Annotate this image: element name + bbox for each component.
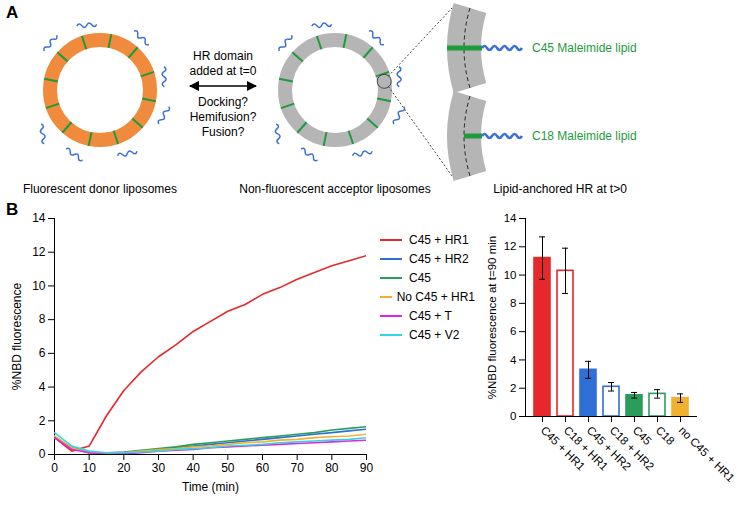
svg-text:6: 6 <box>39 346 46 360</box>
html-text:C45 + HR2: C45 + HR2 <box>409 251 469 266</box>
svg-text:50: 50 <box>221 461 235 475</box>
svg-text:14: 14 <box>504 212 517 224</box>
html-text:C45 + V2: C45 + V2 <box>409 327 460 342</box>
svg-text:10: 10 <box>504 269 517 281</box>
svg-text:C18 + HR2: C18 + HR2 <box>607 424 656 473</box>
html-text:C45 + T: C45 + T <box>409 308 452 323</box>
svg-text:40: 40 <box>186 461 200 475</box>
svg-text:HR domain: HR domain <box>193 49 253 63</box>
svg-text:Fluorescent donor liposomes: Fluorescent donor liposomes <box>23 182 177 196</box>
svg-text:20: 20 <box>117 461 131 475</box>
svg-text:Fusion?: Fusion? <box>202 125 245 139</box>
svg-text:A: A <box>6 3 18 22</box>
svg-text:8: 8 <box>39 312 46 326</box>
svg-text:C18: C18 <box>653 424 676 447</box>
svg-text:Non-fluorescent acceptor lipos: Non-fluorescent acceptor liposomes <box>239 182 430 196</box>
svg-text:4: 4 <box>510 354 517 366</box>
svg-text:60: 60 <box>256 461 270 475</box>
svg-text:0: 0 <box>510 410 516 422</box>
svg-text:80: 80 <box>325 461 339 475</box>
svg-text:Hemifusion?: Hemifusion? <box>190 110 257 124</box>
svg-text:4: 4 <box>39 380 46 394</box>
svg-text:12: 12 <box>504 240 517 252</box>
html-text:B: B <box>6 200 19 219</box>
svg-text:2: 2 <box>510 382 516 394</box>
html-text:C45: C45 <box>409 270 431 285</box>
svg-text:C45 + HR2: C45 + HR2 <box>584 423 634 473</box>
svg-text:90: 90 <box>360 461 374 475</box>
svg-text:12: 12 <box>32 245 46 259</box>
svg-text:10: 10 <box>32 279 46 293</box>
svg-text:C18 + HR1: C18 + HR1 <box>561 423 611 473</box>
svg-text:10: 10 <box>82 461 96 475</box>
svg-text:C45: C45 <box>630 424 653 447</box>
svg-text:C45 + HR1: C45 + HR1 <box>538 423 588 473</box>
svg-text:70: 70 <box>290 461 304 475</box>
svg-text:6: 6 <box>510 325 516 337</box>
html-text:No C45 + HR1: No C45 + HR1 <box>396 289 475 304</box>
svg-text:Docking?: Docking? <box>198 95 248 109</box>
svg-text:C18 Maleimide lipid: C18 Maleimide lipid <box>532 129 637 143</box>
svg-text:%NBD fluorescence: %NBD fluorescence <box>10 282 24 390</box>
svg-text:0: 0 <box>51 461 58 475</box>
svg-text:14: 14 <box>32 211 46 225</box>
svg-text:C45 Maleimide lipid: C45 Maleimide lipid <box>532 41 637 55</box>
svg-text:%NBD fluorescence at t=90 min: %NBD fluorescence at t=90 min <box>486 236 498 399</box>
svg-text:0: 0 <box>39 447 46 461</box>
svg-text:Time (min): Time (min) <box>182 480 239 494</box>
svg-text:30: 30 <box>152 461 166 475</box>
svg-text:2: 2 <box>39 414 46 428</box>
svg-text:8: 8 <box>510 297 516 309</box>
svg-text:no C45 + HR1: no C45 + HR1 <box>676 424 736 484</box>
svg-text:Lipid-anchored HR at t>0: Lipid-anchored HR at t>0 <box>493 182 627 196</box>
svg-text:added at t=0: added at t=0 <box>189 64 256 78</box>
html-text:C45 + HR1: C45 + HR1 <box>409 232 469 247</box>
